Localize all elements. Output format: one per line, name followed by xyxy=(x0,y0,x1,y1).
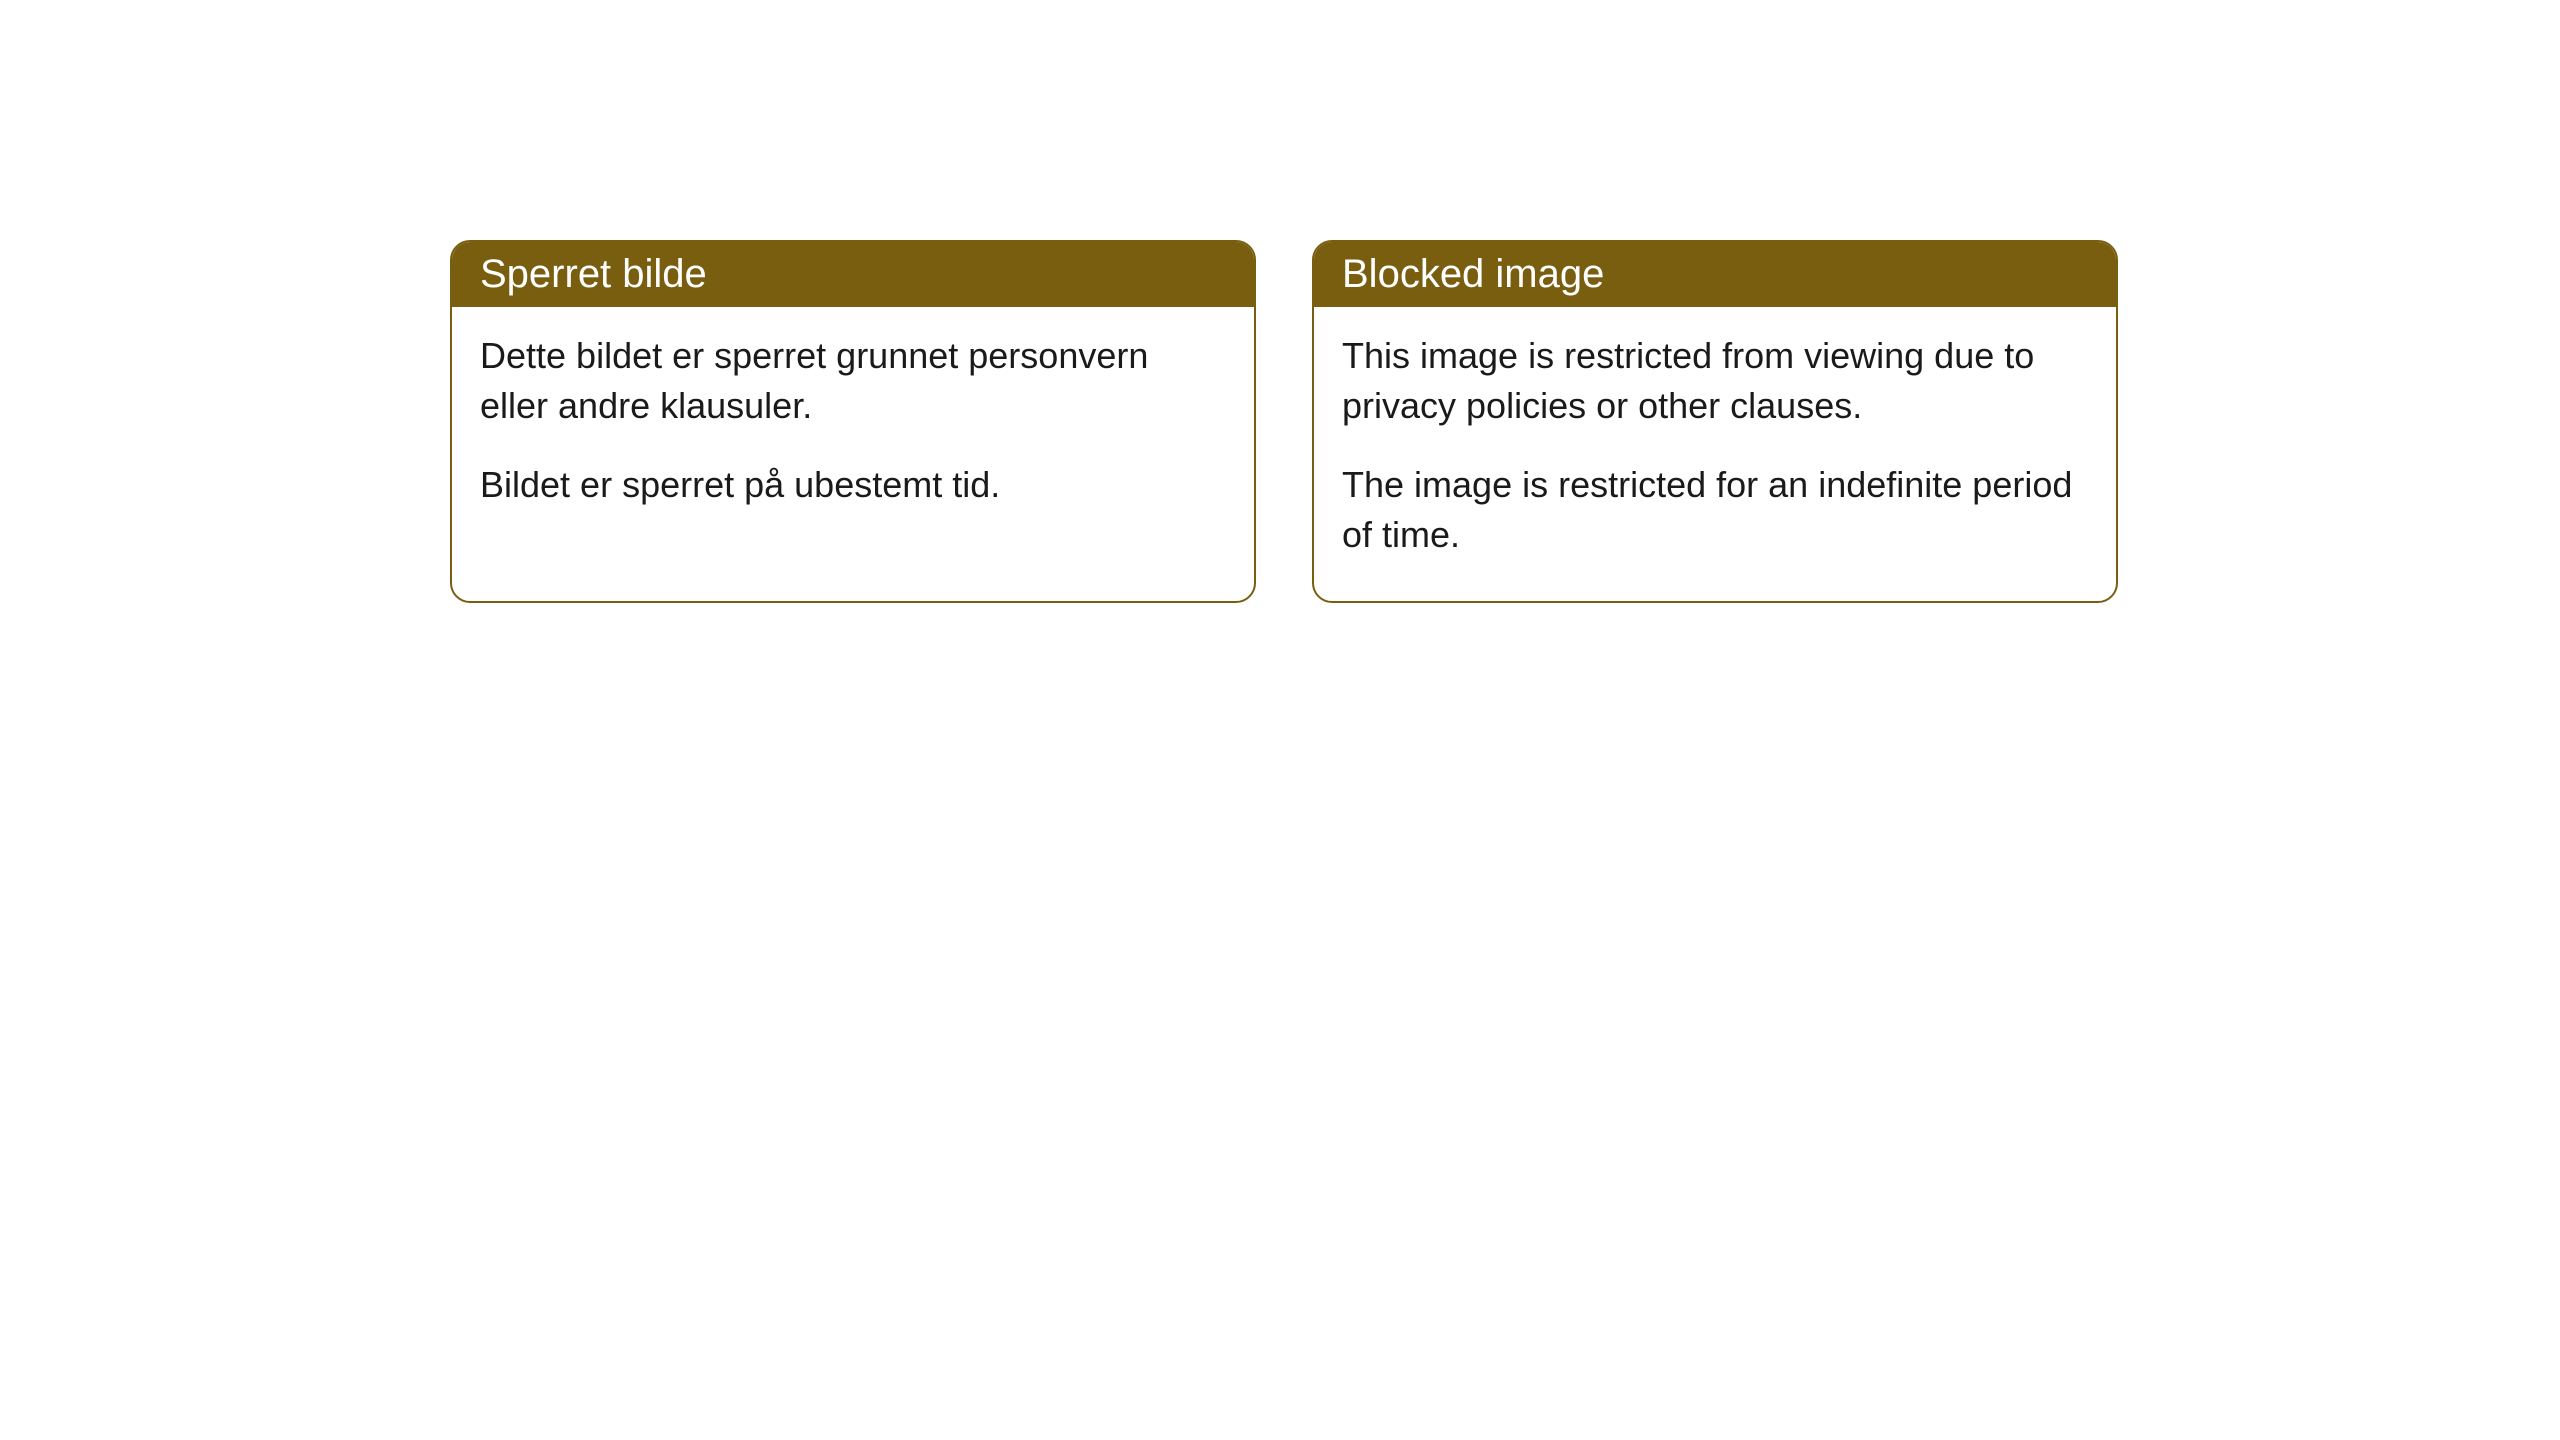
card-header: Blocked image xyxy=(1314,242,2116,307)
card-title: Blocked image xyxy=(1342,252,1604,296)
card-body: This image is restricted from viewing du… xyxy=(1314,307,2116,601)
card-paragraph: The image is restricted for an indefinit… xyxy=(1342,460,2088,561)
card-paragraph: This image is restricted from viewing du… xyxy=(1342,331,2088,432)
card-header: Sperret bilde xyxy=(452,242,1254,307)
notice-cards-container: Sperret bilde Dette bildet er sperret gr… xyxy=(450,240,2118,603)
card-title: Sperret bilde xyxy=(480,252,707,296)
card-body: Dette bildet er sperret grunnet personve… xyxy=(452,307,1254,550)
notice-card-english: Blocked image This image is restricted f… xyxy=(1312,240,2118,603)
notice-card-norwegian: Sperret bilde Dette bildet er sperret gr… xyxy=(450,240,1256,603)
card-paragraph: Bildet er sperret på ubestemt tid. xyxy=(480,460,1226,510)
card-paragraph: Dette bildet er sperret grunnet personve… xyxy=(480,331,1226,432)
